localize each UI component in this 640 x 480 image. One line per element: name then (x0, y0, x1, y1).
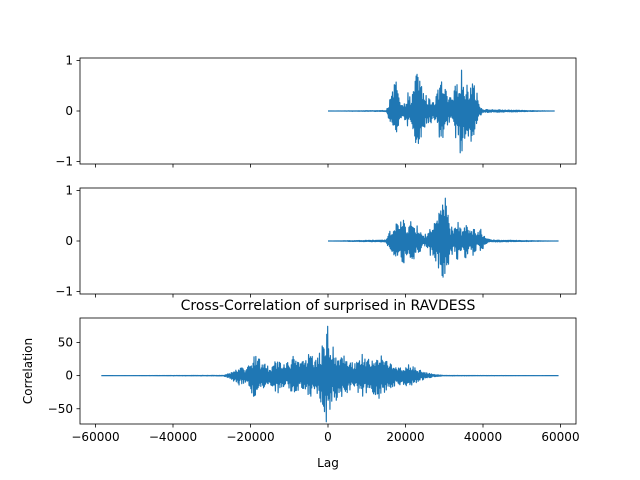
y-tick-label: 1 (65, 54, 73, 68)
subplot-1-ticks: −1 0 1 (55, 54, 561, 168)
x-tick-label: 60000 (541, 430, 579, 444)
y-tick-label: −50 (48, 402, 73, 416)
subplot-3: −60000 −40000 −20000 0 20000 40000 60000 −50 0 50… (21, 298, 580, 470)
x-tick-label: −20000 (226, 430, 274, 444)
subplot-1-plot-area (327, 69, 555, 154)
series-line (101, 325, 559, 423)
x-axis-label: Lag (317, 456, 339, 470)
subplot-2: −1 0 1 (55, 184, 577, 298)
y-tick-label: −1 (55, 284, 73, 298)
subplot-2-ticks: −1 0 1 (55, 184, 561, 298)
y-tick-label: 0 (65, 369, 73, 383)
series-line (327, 69, 555, 154)
y-tick-label: 0 (65, 104, 73, 118)
y-tick-label: 1 (65, 184, 73, 198)
subplot-3-ticks: −60000 −40000 −20000 0 20000 40000 60000 −50 0 50 (48, 336, 580, 444)
y-tick-label: 50 (58, 336, 73, 350)
chart-title: Cross-Correlation of surprised in RAVDES… (181, 298, 476, 314)
subplot-1: −1 0 1 (55, 54, 577, 168)
y-tick-label: −1 (55, 154, 73, 168)
x-tick-label: 0 (324, 430, 332, 444)
subplot-2-plot-area (327, 197, 559, 278)
series-line (327, 197, 559, 278)
subplot-3-plot-area (101, 325, 559, 423)
x-tick-label: −60000 (71, 430, 119, 444)
x-tick-label: 20000 (386, 430, 424, 444)
y-tick-label: 0 (65, 234, 73, 248)
y-axis-label: Correlation (21, 338, 35, 404)
x-tick-label: 40000 (464, 430, 502, 444)
x-tick-label: −40000 (149, 430, 197, 444)
